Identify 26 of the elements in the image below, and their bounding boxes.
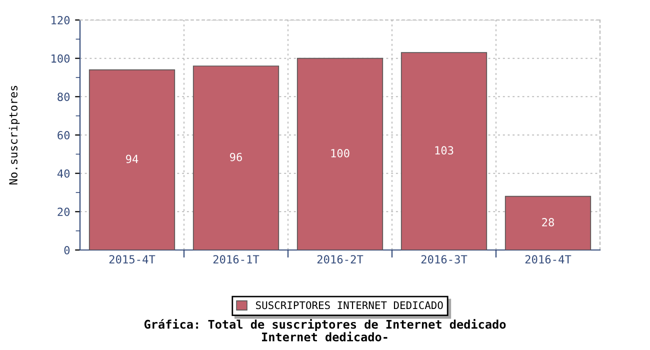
data-label: 103 <box>435 146 454 155</box>
y-axis-title: No.suscriptores <box>8 86 20 184</box>
x-tick-label: 2016-3T <box>421 255 468 264</box>
data-label: 94 <box>126 154 138 164</box>
bar <box>400 52 488 250</box>
y-tick-label: 80 <box>58 92 70 102</box>
x-tick-label: 2016-1T <box>213 255 260 264</box>
data-label: 28 <box>542 218 554 226</box>
x-tick-label: 2016-4T <box>525 255 572 264</box>
y-tick-label: 40 <box>57 169 70 178</box>
legend-label: SUSCRIPTORES INTERNET DEDICADO <box>256 301 443 310</box>
y-tick-label: 20 <box>58 208 70 216</box>
bar <box>88 69 176 250</box>
bar <box>504 196 592 250</box>
data-label: 96 <box>230 152 242 162</box>
y-tick-label: 60 <box>58 131 70 140</box>
bar <box>192 66 280 250</box>
x-tick-label: 2015-4T <box>109 255 156 264</box>
y-tick-label: 120 <box>52 16 70 24</box>
bar <box>296 58 384 250</box>
x-tick-label: 2016-2T <box>317 255 364 264</box>
y-tick-label: 100 <box>52 54 70 63</box>
text: Internet dedicado- <box>262 332 388 342</box>
y-tick-label: 0 <box>64 246 70 254</box>
data-label: 100 <box>331 149 350 158</box>
text: Gráfica: Total de suscriptores de Internet dedicado <box>144 318 506 332</box>
